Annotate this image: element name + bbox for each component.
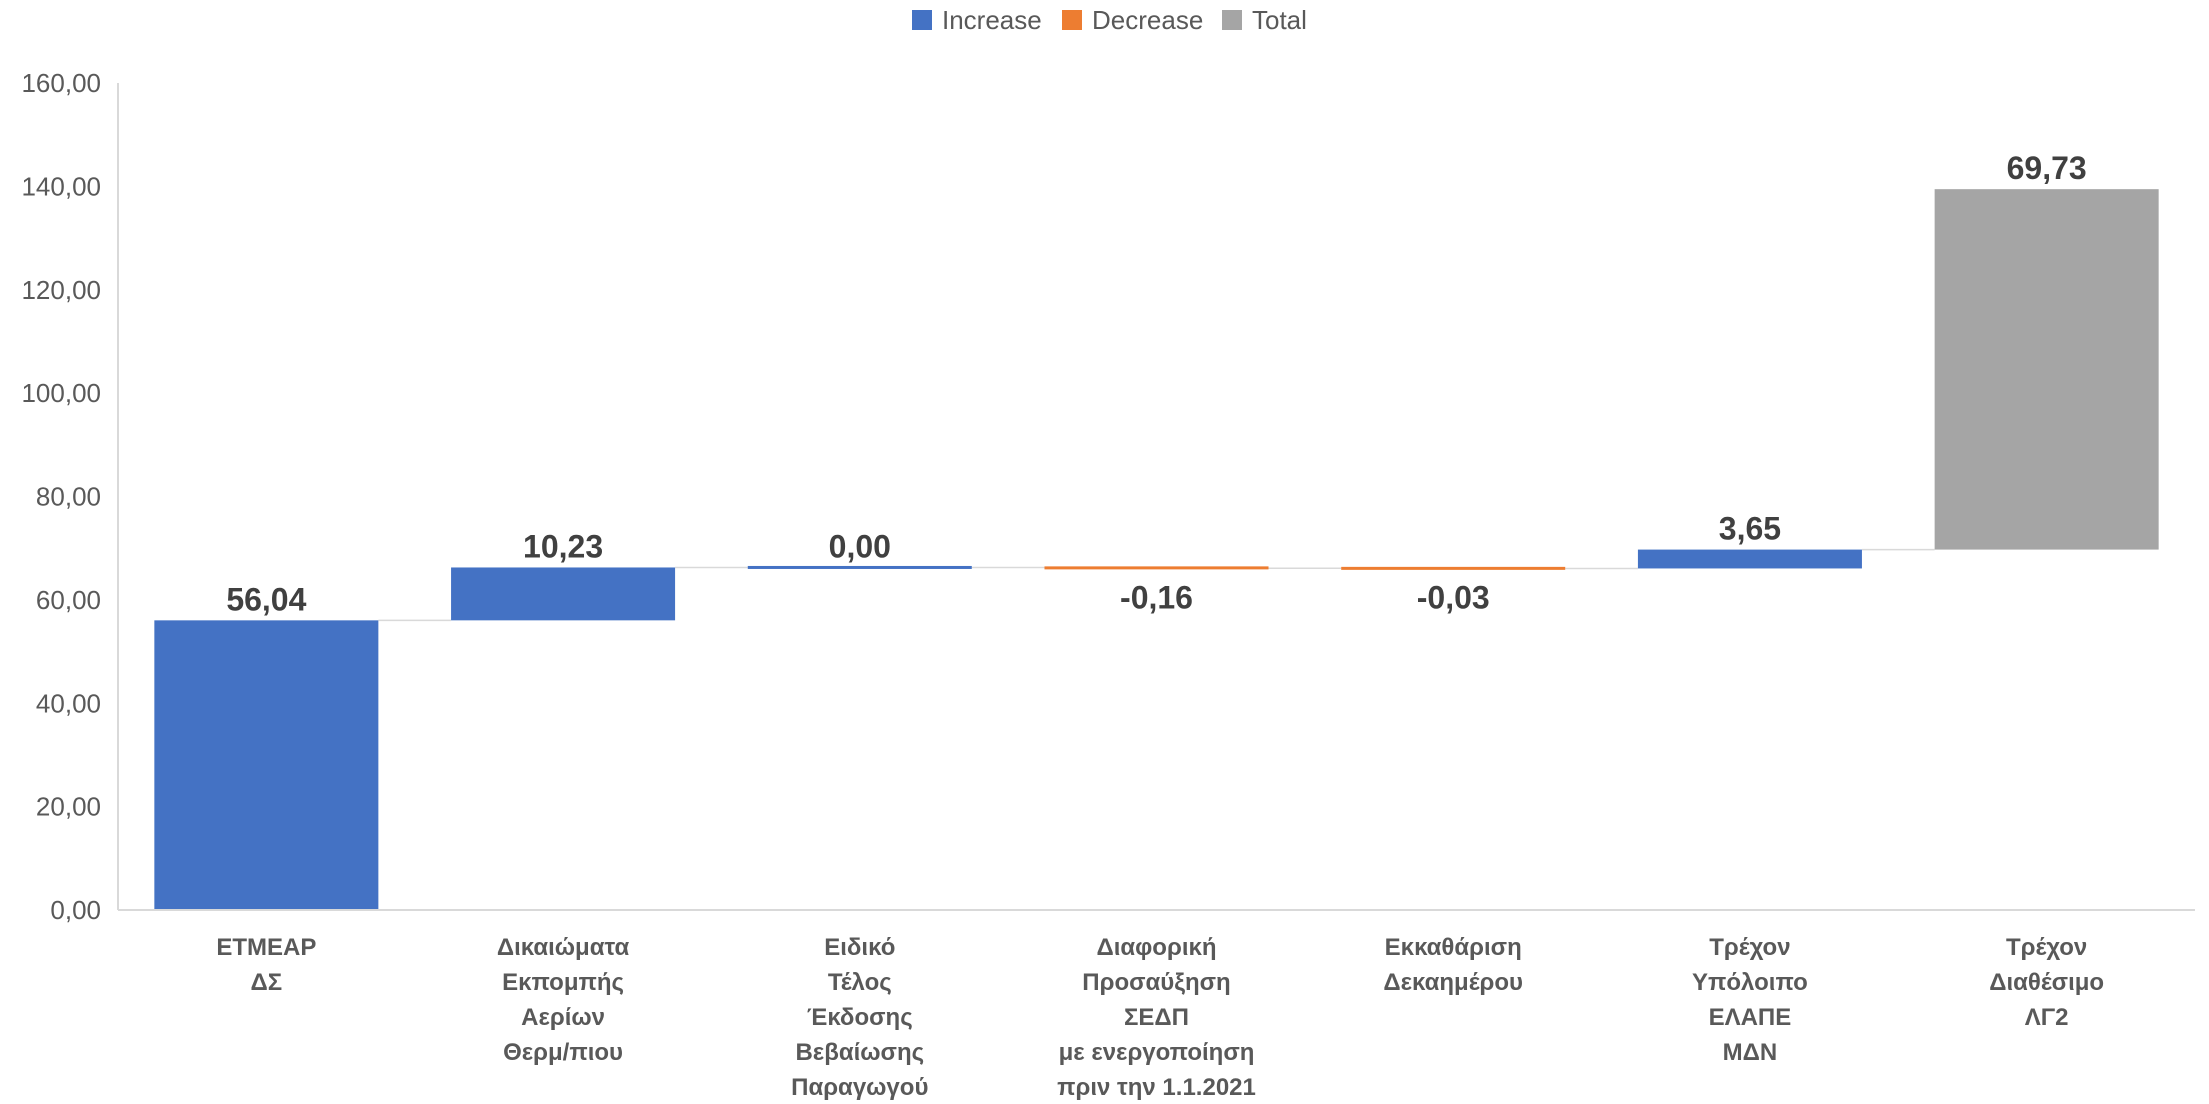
bars <box>154 189 2159 910</box>
x-category-label: Διαφορική Προσαύξηση ΣΕΔΠ με ενεργοποίηση πρ… <box>1057 934 1256 1101</box>
x-category-label-line: Τρέχον <box>1709 934 1790 961</box>
y-tick-label: 140,00 <box>21 171 101 201</box>
legend-label-increase: Increase <box>942 5 1042 35</box>
x-category-label-line: ΕΛΑΠΕ <box>1709 1004 1792 1031</box>
legend-swatch-decrease <box>1062 10 1082 30</box>
x-category-label-line: Διαφορική <box>1096 934 1216 961</box>
legend-label-decrease: Decrease <box>1092 5 1203 35</box>
y-tick-label: 120,00 <box>21 275 101 305</box>
bar-increase <box>154 620 379 910</box>
x-category-label-line: Εκπομπής <box>502 969 624 996</box>
x-category-label: ΕΤΜΕΑΡ ΔΣ <box>216 934 316 996</box>
y-tick-label: 20,00 <box>36 792 101 822</box>
x-category-label-line: με ενεργοποίηση <box>1059 1039 1255 1066</box>
legend-swatch-increase <box>912 10 932 30</box>
y-tick-label: 0,00 <box>50 895 101 925</box>
x-category-label: Τρέχον Υπόλοιπο ΕΛΑΠΕ ΜΔΝ <box>1692 934 1808 1066</box>
x-axis: ΕΤΜΕΑΡ ΔΣ Δικαιώματα Εκπομπής Αερίων Θερμ/πιο… <box>118 909 2195 1101</box>
y-tick-label: 60,00 <box>36 585 101 615</box>
x-category-label-line: Θερμ/πιου <box>503 1039 623 1066</box>
x-category-label-line: Τέλος <box>828 969 892 996</box>
y-tick-label: 40,00 <box>36 688 101 718</box>
y-axis: 0,00 20,00 40,00 60,00 80,00 100,00 120,00 140,… <box>21 68 119 925</box>
data-label: -0,03 <box>1417 579 1490 615</box>
legend-label-total: Total <box>1252 5 1307 35</box>
x-category-label-line: Παραγωγού <box>791 1074 928 1101</box>
x-category-label-line: Διαθέσιμο <box>1989 969 2104 996</box>
x-category-label-line: ΣΕΔΠ <box>1124 1004 1189 1031</box>
x-category-label-line: Βεβαίωσης <box>795 1039 924 1066</box>
bar-increase <box>1637 549 1862 569</box>
x-category-label-line: Έκδοσης <box>807 1004 913 1031</box>
x-category-label-line: ΜΔΝ <box>1723 1039 1778 1066</box>
x-category-label-line: Τρέχον <box>2006 934 2087 961</box>
y-tick-label: 80,00 <box>36 482 101 512</box>
x-category-label: Ειδικό Τέλος Έκδοσης Βεβαίωσης Παραγωγού <box>791 934 928 1101</box>
y-tick-label: 160,00 <box>21 68 101 98</box>
connector-lines <box>378 548 1935 622</box>
legend-swatch-total <box>1222 10 1242 30</box>
x-category-label-line: ΕΤΜΕΑΡ <box>216 934 316 961</box>
bar-decrease <box>1044 566 1269 570</box>
bar-increase <box>747 565 972 569</box>
x-category-label-line: Αερίων <box>521 1004 605 1031</box>
data-label: 3,65 <box>1719 511 1781 547</box>
x-category-label-line: πριν την 1.1.2021 <box>1057 1074 1256 1101</box>
x-category-label-line: ΔΣ <box>251 969 283 996</box>
data-label: 0,00 <box>829 528 891 564</box>
data-label: 69,73 <box>2007 150 2087 186</box>
legend: Increase Decrease Total <box>912 5 1307 35</box>
bar-increase <box>451 567 676 621</box>
x-category-label-line: Υπόλοιπο <box>1692 969 1808 996</box>
x-category-label-line: ΛΓ2 <box>2025 1004 2069 1031</box>
bar-decrease <box>1341 566 1566 570</box>
x-category-label: Τρέχον Διαθέσιμο ΛΓ2 <box>1989 934 2104 1031</box>
x-category-label: Εκκαθάριση Δεκαημέρου <box>1383 934 1523 996</box>
x-category-label: Δικαιώματα Εκπομπής Αερίων Θερμ/πιου <box>497 934 630 1066</box>
x-category-label-line: Ειδικό <box>824 934 895 961</box>
x-category-label-line: Εκκαθάριση <box>1385 934 1522 961</box>
data-label: -0,16 <box>1120 579 1193 615</box>
y-tick-label: 100,00 <box>21 378 101 408</box>
data-label: 10,23 <box>523 528 603 564</box>
data-label: 56,04 <box>226 581 306 617</box>
x-category-label-line: Δικαιώματα <box>497 934 630 961</box>
x-category-label-line: Δεκαημέρου <box>1383 969 1523 996</box>
bar-total <box>1934 189 2159 550</box>
x-category-label-line: Προσαύξηση <box>1082 969 1230 996</box>
data-labels: 56,04 10,23 0,00 -0,16 -0,03 3,65 69,73 <box>226 150 2086 617</box>
